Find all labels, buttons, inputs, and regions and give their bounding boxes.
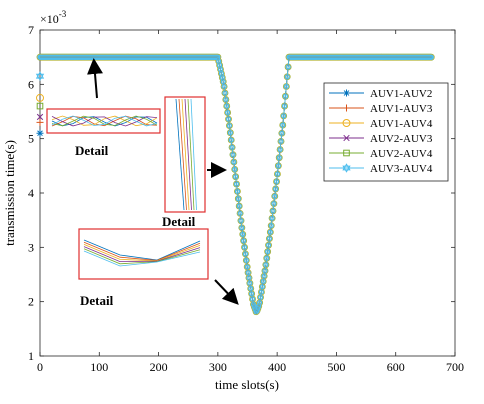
x-tick-label: 500 xyxy=(327,360,345,374)
detail-inset-edge xyxy=(164,96,206,213)
legend-item: AUV1-AUV3 xyxy=(329,103,433,115)
inset-line xyxy=(83,244,201,262)
start-points xyxy=(35,71,45,137)
marker-cross xyxy=(36,113,44,121)
x-tick-label: 700 xyxy=(446,360,464,374)
legend-label: AUV2-AUV3 xyxy=(370,133,433,145)
y-tick-label: 3 xyxy=(28,240,34,254)
x-tick-label: 600 xyxy=(387,360,405,374)
marker-cross xyxy=(343,134,350,142)
inset-line xyxy=(175,98,185,211)
marker-plus xyxy=(343,104,350,112)
legend: AUV1-AUV2 AUV1-AUV3 AUV1-AUV4 AUV2-AUV3 AUV2… xyxy=(323,82,449,182)
inset-line xyxy=(83,239,201,261)
inset-line xyxy=(181,98,190,211)
legend-box xyxy=(323,82,449,182)
inset-line xyxy=(83,250,201,267)
detail-inset-flat xyxy=(46,108,161,134)
axis-ticks: 0 100 200 300 400 500 600 700 1 2 3 4 5 6 7 xyxy=(28,23,464,374)
series-line xyxy=(40,56,432,314)
marker-hexagram xyxy=(342,163,351,173)
y-tick-label: 5 xyxy=(28,132,34,146)
inset-line xyxy=(51,115,158,127)
inset-line xyxy=(83,248,201,265)
marker-hexagram xyxy=(35,71,45,81)
y-tick-label: 2 xyxy=(28,295,34,309)
inset-line xyxy=(51,115,158,127)
arrow-to-minimum xyxy=(214,279,239,305)
y-tick-label: 4 xyxy=(28,186,34,200)
x-tick-label: 100 xyxy=(90,360,108,374)
detail-label-flat: Detail xyxy=(75,143,109,158)
legend-label: AUV3-AUV4 xyxy=(370,163,433,175)
legend-label: AUV2-AUV4 xyxy=(370,148,433,160)
x-tick-label: 0 xyxy=(37,360,43,374)
x-tick-label: 400 xyxy=(268,360,286,374)
arrow-to-flat xyxy=(87,58,103,99)
marker-square xyxy=(343,149,350,157)
inset-line xyxy=(83,246,201,263)
legend-label: AUV1-AUV3 xyxy=(370,103,433,115)
inset-line xyxy=(187,98,195,211)
inset-line xyxy=(178,98,187,211)
marker-asterisk xyxy=(343,89,350,97)
y-tick-label: 7 xyxy=(28,23,34,37)
x-tick-label: 300 xyxy=(209,360,227,374)
marker-circle xyxy=(342,119,351,127)
detail-label-minimum: Detail xyxy=(80,293,114,308)
x-axis-title: time slots(s) xyxy=(215,377,279,392)
y-axis-title: transmission time(s) xyxy=(2,140,17,246)
legend-item: AUV2-AUV4 xyxy=(329,148,433,160)
inset-line xyxy=(51,116,158,127)
legend-item: AUV2-AUV3 xyxy=(329,133,433,145)
y-tick-label: 6 xyxy=(28,77,34,91)
legend-item: AUV1-AUV4 xyxy=(329,118,433,130)
legend-label: AUV1-AUV4 xyxy=(370,118,433,130)
y-scale-label: ×10-3 xyxy=(40,9,67,26)
inset-line xyxy=(184,98,192,211)
x-tick-label: 200 xyxy=(150,360,168,374)
marker-plus xyxy=(36,118,44,126)
legend-item: AUV1-AUV2 xyxy=(329,88,432,100)
marker-circle xyxy=(36,93,44,102)
inset-line xyxy=(83,241,201,261)
y-tick-label: 1 xyxy=(28,349,34,363)
marker-square xyxy=(36,102,44,110)
detail-inset-minimum xyxy=(78,228,209,280)
detail-label-edge: Detail xyxy=(162,214,196,229)
legend-label: AUV1-AUV2 xyxy=(370,88,432,100)
inset-line xyxy=(190,98,197,211)
legend-item: AUV3-AUV4 xyxy=(329,163,433,175)
marker-asterisk xyxy=(36,129,44,137)
